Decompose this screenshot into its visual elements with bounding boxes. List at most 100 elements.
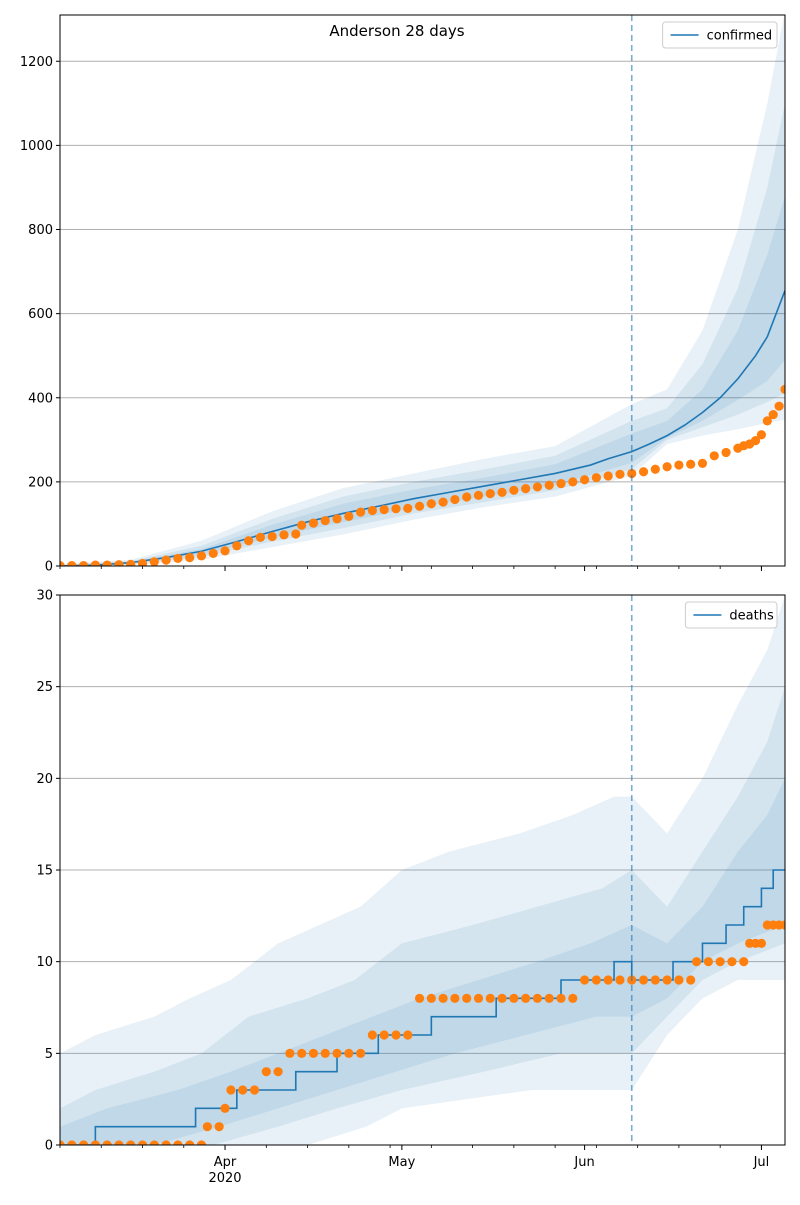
observed-point — [367, 1030, 377, 1040]
x-tick-label: Jun — [573, 1155, 594, 1170]
observed-point — [579, 475, 590, 485]
observed-point — [579, 975, 590, 985]
observed-point — [356, 507, 366, 517]
observed-point — [691, 957, 702, 967]
uncertainty-band-3 — [60, 195, 785, 566]
observed-point — [255, 532, 266, 542]
observed-point — [78, 560, 89, 566]
y-tick-label: 0 — [45, 560, 53, 575]
observed-point — [196, 551, 207, 561]
observed-point — [686, 459, 696, 469]
plot-area — [60, 595, 785, 1145]
observed-point — [114, 560, 124, 566]
observed-point — [202, 1122, 212, 1132]
observed-point — [762, 416, 772, 426]
observed-point — [426, 993, 436, 1003]
plot-area — [60, 15, 785, 566]
y-tick-label: 10 — [36, 955, 53, 970]
observed-point — [297, 1048, 307, 1058]
x-tick-label: Jul — [753, 1155, 770, 1170]
observed-point — [356, 1048, 366, 1058]
observed-point — [544, 993, 554, 1003]
observed-point — [60, 560, 65, 566]
observed-point — [320, 1048, 330, 1058]
y-tick-label: 25 — [36, 680, 53, 695]
observed-point — [438, 993, 448, 1003]
observed-point — [485, 993, 495, 1003]
observed-point — [78, 1140, 89, 1145]
observed-point — [497, 487, 507, 497]
model-line — [60, 290, 785, 566]
observed-point — [591, 473, 601, 483]
observed-point — [603, 975, 613, 985]
observed-point — [462, 993, 472, 1003]
observed-point — [367, 505, 377, 516]
y-tick-label: 1200 — [20, 55, 53, 70]
y-tick-label: 5 — [45, 1047, 53, 1062]
chart-title: Anderson 28 days — [329, 22, 464, 40]
observed-point — [332, 1048, 342, 1058]
observed-point — [638, 975, 649, 985]
observed-point — [739, 957, 749, 967]
observed-point — [114, 1140, 124, 1145]
observed-point — [603, 471, 613, 481]
observed-point — [462, 492, 472, 502]
legend-label: deaths — [729, 609, 774, 624]
observed-point — [615, 975, 625, 985]
observed-point — [173, 1140, 183, 1145]
observed-point — [686, 975, 696, 985]
observed-point — [521, 993, 531, 1003]
observed-point — [126, 1140, 136, 1145]
observed-point — [650, 975, 660, 985]
observed-point — [173, 553, 183, 564]
observed-point — [344, 511, 354, 521]
observed-point — [238, 1085, 248, 1095]
y-tick-label: 30 — [36, 589, 53, 604]
observed-point — [403, 503, 413, 513]
observed-point — [249, 1085, 260, 1095]
observed-point — [509, 485, 519, 495]
x-tick-label: May — [388, 1155, 415, 1170]
x-tick-sublabel: 2020 — [208, 1171, 241, 1186]
observed-point — [532, 993, 543, 1003]
observed-point — [279, 530, 289, 540]
y-tick-label: 15 — [36, 864, 53, 879]
observed-point — [308, 518, 319, 528]
observed-point — [67, 1140, 77, 1145]
observed-point — [780, 920, 785, 930]
observed-point — [214, 1122, 224, 1132]
observed-point — [232, 541, 242, 551]
observed-point — [715, 957, 725, 967]
observed-point — [727, 957, 737, 967]
observed-point — [473, 993, 484, 1003]
observed-point — [391, 504, 401, 514]
observed-point — [450, 494, 460, 505]
observed-point — [161, 555, 171, 565]
observed-point — [568, 993, 578, 1003]
observed-point — [627, 468, 637, 479]
observed-point — [703, 957, 713, 967]
observed-point — [650, 464, 660, 474]
observed-point — [438, 497, 448, 507]
legend-label: confirmed — [707, 29, 773, 44]
observed-point — [185, 552, 195, 563]
observed-point — [137, 1140, 148, 1145]
observed-point — [308, 1048, 319, 1058]
observed-point — [756, 430, 767, 440]
observed-point — [60, 1140, 65, 1145]
observed-point — [674, 975, 684, 985]
observed-point — [721, 447, 731, 458]
x-tick-label: Apr — [214, 1155, 237, 1170]
observed-point — [220, 546, 230, 556]
observed-point — [261, 1067, 271, 1077]
observed-point — [591, 975, 601, 985]
observed-point — [544, 480, 554, 490]
observed-point — [161, 1140, 171, 1145]
observed-point — [568, 477, 578, 487]
observed-point — [226, 1085, 236, 1095]
observed-point — [556, 478, 566, 489]
observed-point — [391, 1030, 401, 1040]
observed-point — [497, 993, 507, 1003]
